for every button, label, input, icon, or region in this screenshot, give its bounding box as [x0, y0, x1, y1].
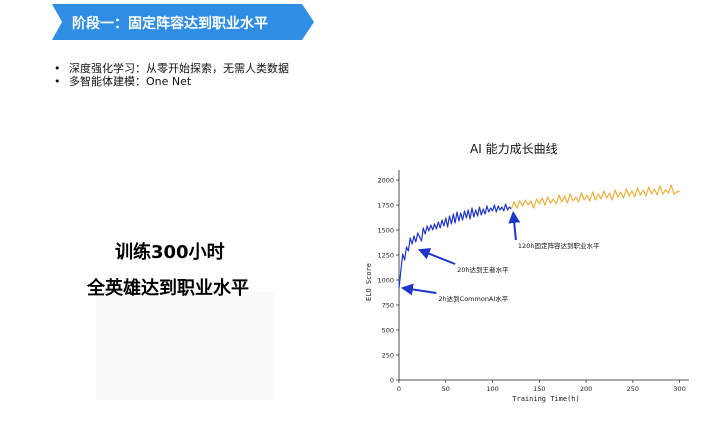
x-axis-label: Training Time(h) [512, 395, 579, 403]
chart-axes: 0 250 500 750 1000 1250 1500 1750 2000 0 50 100 150 2… [377, 170, 689, 393]
banner-arrow-shape [52, 4, 314, 40]
chart-annotations: 120h固定阵容达到职业水平 20h达到王者水平 2h达到CommonAI水平 [400, 211, 600, 303]
chart-series [398, 184, 680, 289]
y-axis-label: ELO Score [365, 263, 373, 301]
y-tick-label: 750 [382, 301, 394, 309]
bullet-item: • 多智能体建模：One Net [54, 75, 289, 88]
x-tick-label: 200 [580, 385, 592, 393]
bullet-text: 多智能体建模：One Net [69, 75, 192, 88]
x-tick-label: 150 [533, 385, 545, 393]
bullet-dot-icon: • [54, 62, 61, 75]
series-line-0 [398, 203, 512, 289]
x-tick-label: 250 [627, 385, 639, 393]
x-tick-label: 300 [673, 385, 685, 393]
bullet-item: • 深度强化学习：从零开始探索，无需人类数据 [54, 62, 289, 75]
elo-line-chart: 0 250 500 750 1000 1250 1500 1750 2000 0 50 100 150 2… [365, 170, 689, 403]
headline-line-2: 全英雄达到职业水平 [87, 278, 249, 299]
bullet-list: • 深度强化学习：从零开始探索，无需人类数据 • 多智能体建模：One Net [54, 62, 289, 88]
bullet-text: 深度强化学习：从零开始探索，无需人类数据 [69, 62, 289, 75]
annotation-arrow [508, 211, 521, 241]
chart-title: AI 能力成长曲线 [470, 142, 558, 156]
annotation-label: 2h达到CommonAI水平 [438, 294, 508, 303]
x-tick-label: 50 [442, 385, 450, 393]
banner-title: 阶段一：固定阵容达到职业水平 [72, 16, 268, 32]
annotation-label: 120h固定阵容达到职业水平 [518, 241, 600, 250]
y-tick-label: 0 [390, 376, 394, 384]
y-tick-label: 2000 [377, 176, 394, 184]
annotation-arrow [417, 248, 456, 265]
section-banner: 阶段一：固定阵容达到职业水平 [52, 4, 314, 40]
y-tick-label: 1000 [377, 276, 394, 284]
annotation-label: 20h达到王者水平 [457, 265, 509, 274]
y-tick-label: 1250 [377, 251, 394, 259]
y-tick-label: 1750 [377, 201, 394, 209]
x-tick-label: 0 [397, 385, 401, 393]
bullet-dot-icon: • [54, 75, 61, 88]
y-tick-label: 1500 [377, 226, 394, 234]
headline-line-1: 训练300小时 [115, 242, 225, 263]
annotation-arrow [400, 283, 437, 296]
text-box-background [96, 292, 274, 400]
x-tick-label: 100 [486, 385, 498, 393]
y-tick-label: 500 [382, 326, 394, 334]
y-tick-label: 250 [382, 351, 394, 359]
series-line-1 [510, 184, 680, 210]
